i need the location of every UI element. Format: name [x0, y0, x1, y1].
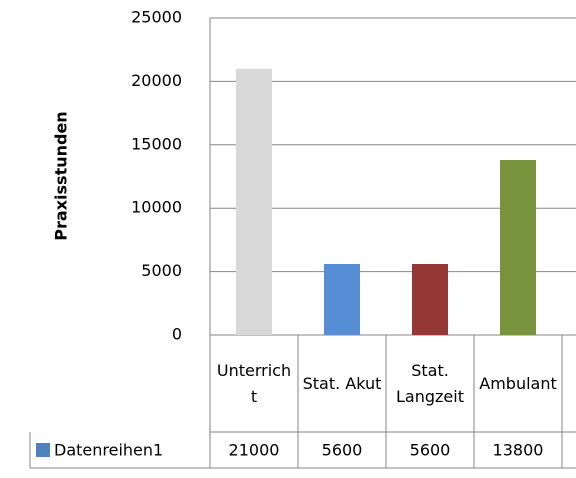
data-table-value: 5600: [322, 441, 363, 460]
bar: [324, 263, 360, 335]
legend-label: Datenreihen1: [54, 441, 163, 460]
x-tick-label: Unterricht: [216, 360, 292, 406]
x-tick-label: Stat. Akut: [302, 373, 382, 393]
x-tick-label: Stat. Langzeit: [396, 360, 464, 406]
y-tick-label: 25000: [131, 8, 182, 27]
bar: [236, 68, 272, 335]
y-tick-label: 10000: [131, 198, 182, 217]
bar: [412, 263, 448, 335]
y-tick-label: 15000: [131, 134, 182, 153]
data-table-value: 5600: [410, 441, 451, 460]
bar: [500, 160, 536, 335]
x-tick-label: Ambulant: [479, 373, 557, 393]
data-table-value: 13800: [493, 441, 544, 460]
y-axis-label: Praxisstunden: [52, 111, 71, 240]
data-table-value: 21000: [229, 441, 280, 460]
y-tick-label: 0: [172, 325, 182, 344]
y-tick-label: 5000: [141, 261, 182, 280]
y-tick-label: 20000: [131, 71, 182, 90]
legend-swatch: [36, 443, 50, 457]
